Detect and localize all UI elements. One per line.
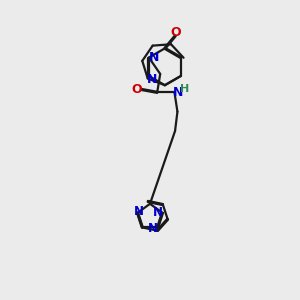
Text: N: N [148,222,158,236]
Text: O: O [131,83,142,96]
Text: N: N [173,86,183,99]
Text: N: N [147,73,158,86]
Text: H: H [180,84,190,94]
Text: N: N [134,205,144,218]
Text: O: O [170,26,181,38]
Text: N: N [148,51,159,64]
Text: N: N [153,206,163,219]
